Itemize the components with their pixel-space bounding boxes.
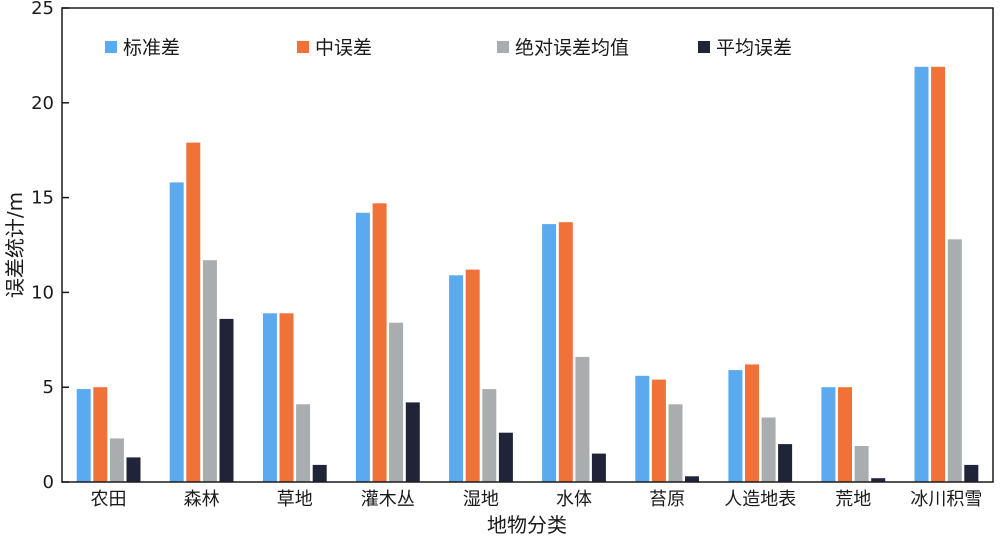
bar-森林-标准差 (169, 182, 184, 482)
x-tick-label: 草地 (277, 489, 313, 510)
bar-灌木丛-平均误差 (405, 402, 420, 482)
bar-湿地-中误差 (465, 269, 480, 482)
bar-人造地表-标准差 (728, 370, 743, 482)
bar-荒地-绝对误差均值 (854, 446, 869, 482)
legend: 标准差 中误差 绝对误差均值 平均误差 (105, 37, 792, 59)
bar-草地-绝对误差均值 (296, 404, 311, 482)
y-tick-label: 0 (43, 472, 54, 493)
bar-苔原-平均误差 (685, 476, 699, 482)
bar-灌木丛-中误差 (372, 203, 387, 483)
x-axis-label: 地物分类 (487, 513, 567, 537)
legend-swatch (698, 41, 710, 53)
bar-冰川积雪-标准差 (914, 66, 929, 483)
bar-人造地表-中误差 (745, 364, 759, 482)
legend-label: 标准差 (123, 37, 180, 59)
x-tick-label: 水体 (556, 489, 592, 510)
bar-人造地表-平均误差 (778, 444, 793, 482)
bar-水体-绝对误差均值 (575, 356, 590, 482)
x-tick-label: 荒地 (835, 489, 871, 510)
bar-荒地-中误差 (838, 387, 852, 482)
x-tick-label: 农田 (91, 489, 127, 510)
y-tick-label: 5 (43, 377, 54, 398)
bar-草地-中误差 (279, 313, 294, 482)
bar-农田-中误差 (93, 387, 108, 482)
bar-水体-中误差 (558, 222, 573, 482)
x-tick-label: 森林 (184, 489, 220, 510)
bar-灌木丛-标准差 (355, 212, 370, 483)
bar-人造地表-绝对误差均值 (761, 417, 776, 482)
bar-冰川积雪-绝对误差均值 (947, 239, 962, 482)
x-tick-label: 灌木丛 (361, 489, 415, 510)
legend-label: 绝对误差均值 (515, 37, 629, 59)
bar-湿地-标准差 (449, 275, 464, 482)
y-tick-label: 15 (31, 188, 54, 209)
bar-湿地-绝对误差均值 (482, 389, 497, 482)
x-axis: 农田 森林 草地 灌木丛 湿地 水体 苔原 人造地表 荒地 冰川积雪 (91, 489, 983, 510)
bar-苔原-中误差 (651, 379, 666, 482)
plot-frame (61, 7, 994, 483)
legend-swatch (497, 41, 509, 53)
bar-森林-平均误差 (219, 318, 234, 482)
y-axis-label: 误差统计/m (3, 192, 27, 298)
bar-农田-平均误差 (126, 457, 141, 482)
x-tick-label: 苔原 (649, 489, 685, 510)
bar-荒地-平均误差 (871, 478, 886, 482)
legend-swatch (297, 41, 309, 53)
bars (76, 66, 979, 483)
bar-农田-标准差 (76, 389, 91, 482)
bar-草地-平均误差 (312, 464, 327, 482)
bar-荒地-标准差 (821, 387, 836, 482)
legend-swatch (105, 41, 117, 53)
y-tick-label: 10 (31, 282, 54, 303)
bar-水体-平均误差 (591, 453, 606, 482)
bar-森林-绝对误差均值 (202, 260, 217, 482)
bar-湿地-平均误差 (498, 432, 513, 482)
y-axis: 0 5 10 15 20 25 (31, 0, 69, 493)
bar-草地-标准差 (262, 313, 277, 482)
bar-苔原-绝对误差均值 (668, 404, 683, 482)
bar-灌木丛-绝对误差均值 (389, 322, 404, 482)
bar-水体-标准差 (542, 224, 557, 482)
bar-冰川积雪-中误差 (931, 66, 946, 483)
legend-label: 中误差 (315, 37, 372, 59)
bar-农田-绝对误差均值 (109, 438, 124, 482)
bar-苔原-标准差 (635, 375, 650, 482)
bar-冰川积雪-平均误差 (964, 464, 979, 482)
legend-label: 平均误差 (716, 37, 792, 59)
y-tick-label: 25 (31, 0, 54, 19)
x-tick-label: 冰川积雪 (910, 489, 982, 510)
x-tick-label: 湿地 (463, 489, 499, 510)
x-tick-label: 人造地表 (724, 489, 796, 510)
bar-森林-中误差 (186, 142, 201, 482)
y-tick-label: 20 (31, 93, 54, 114)
